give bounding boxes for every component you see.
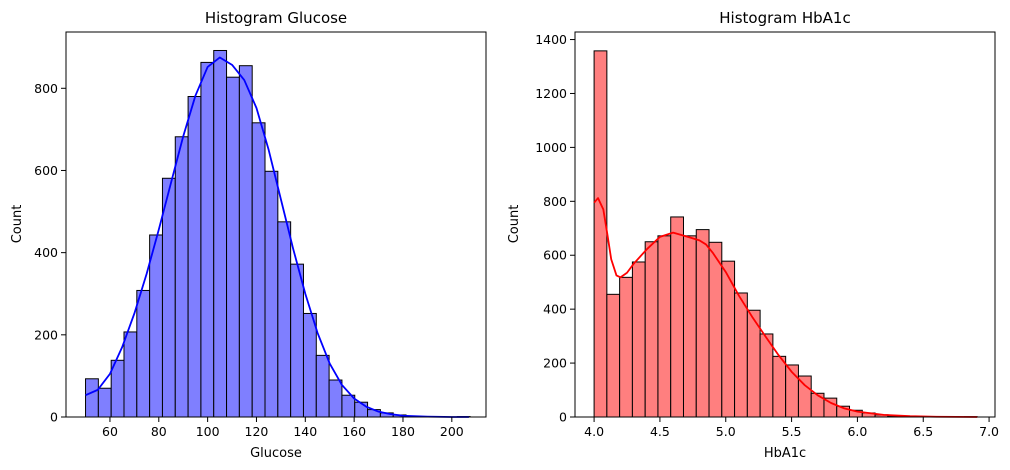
- y-tick-label: 200: [543, 356, 567, 371]
- histogram-bar: [213, 49, 228, 418]
- histogram-bar: [136, 289, 151, 418]
- histogram-bar: [670, 216, 684, 418]
- x-tick-label: 4.5: [650, 424, 670, 439]
- x-axis-label-hba1c: HbA1c: [764, 446, 806, 461]
- histogram-bar: [85, 378, 99, 418]
- histogram-bar: [149, 234, 163, 418]
- x-tick-label: 140: [293, 424, 317, 439]
- histogram-bar: [657, 235, 672, 418]
- chart-panel-hba1c: Histogram HbA1c 4.0 4.5 5.0 5.5 6.0 6.5 7.0 0 2…: [507, 9, 999, 461]
- x-tick-label: 4.0: [584, 424, 604, 439]
- histogram-bar: [161, 177, 176, 418]
- histogram-bar: [328, 379, 343, 418]
- x-tick-label: 180: [391, 424, 415, 439]
- histogram-bar: [606, 293, 621, 418]
- y-axis-label-glucose: Count: [10, 205, 25, 244]
- histogram-bar: [354, 401, 369, 418]
- histogram-bar: [238, 65, 253, 418]
- histogram-bar: [277, 221, 292, 418]
- y-tick-label: 600: [34, 163, 58, 178]
- histogram-bar: [695, 229, 710, 418]
- x-tick-label: 7.0: [979, 424, 999, 439]
- y-tick-label: 800: [543, 194, 567, 209]
- kde-line: [85, 56, 469, 418]
- y-axis-label-hba1c: Count: [507, 205, 522, 244]
- histogram-bar: [708, 241, 723, 418]
- x-tick-label: 200: [440, 424, 464, 439]
- histogram-bar: [682, 235, 697, 418]
- y-tick-label: 1400: [535, 32, 567, 47]
- x-tick-label: 120: [245, 424, 269, 439]
- histogram-bar: [315, 354, 330, 418]
- histogram-bar: [644, 241, 659, 418]
- histogram-bar: [187, 96, 202, 418]
- x-tick-label: 100: [196, 424, 220, 439]
- chart-panel-glucose: Histogram Glucose 60 80 100 120 140 160 180 200…: [10, 9, 487, 461]
- histogram-bar: [759, 333, 774, 418]
- x-tick-label: 6.0: [847, 424, 867, 439]
- y-tick-label: 200: [34, 327, 58, 342]
- x-tick-label: 80: [151, 424, 167, 439]
- x-axis-label-glucose: Glucose: [250, 446, 302, 461]
- plot-area-hba1c: [593, 50, 978, 418]
- plot-area-glucose: [85, 49, 471, 418]
- x-axis-glucose: 60 80 100 120 140 160 180 200: [102, 417, 464, 439]
- histogram-bar: [631, 261, 646, 418]
- y-tick-label: 0: [559, 410, 567, 425]
- y-tick-label: 400: [543, 302, 567, 317]
- y-axis-hba1c: 0 200 400 600 800 1000 1200 1400: [535, 32, 575, 425]
- histogram-bar: [290, 263, 304, 418]
- x-axis-hba1c: 4.0 4.5 5.0 5.5 6.0 6.5 7.0: [584, 417, 999, 439]
- y-tick-label: 0: [50, 410, 58, 425]
- kde-line: [593, 197, 978, 418]
- y-axis-glucose: 0 200 400 600 800: [34, 81, 66, 425]
- histogram-bar: [302, 312, 317, 418]
- y-tick-label: 800: [34, 81, 58, 96]
- x-tick-label: 5.5: [782, 424, 802, 439]
- x-tick-label: 160: [342, 424, 366, 439]
- histogram-bar: [251, 122, 266, 418]
- x-tick-label: 60: [102, 424, 118, 439]
- histogram-bar: [734, 292, 748, 418]
- histogram-bar: [619, 276, 633, 418]
- histogram-bar: [593, 50, 608, 418]
- axes-frame-hba1c: [574, 31, 996, 418]
- histogram-bar: [264, 170, 279, 418]
- histogram-bar: [226, 76, 240, 418]
- y-tick-label: 1200: [535, 86, 567, 101]
- axes-frame-glucose: [65, 31, 487, 418]
- histogram-bar: [97, 387, 112, 418]
- y-tick-label: 400: [34, 245, 58, 260]
- histogram-bar: [174, 136, 189, 418]
- histogram-bar: [797, 375, 812, 418]
- chart-title-hba1c: Histogram HbA1c: [719, 9, 850, 27]
- histogram-bar: [772, 355, 787, 418]
- histogram-bar: [200, 61, 215, 418]
- y-tick-label: 1000: [535, 140, 567, 155]
- y-tick-label: 600: [543, 248, 567, 263]
- x-tick-label: 6.5: [913, 424, 933, 439]
- x-tick-label: 5.0: [716, 424, 736, 439]
- histogram-bar: [341, 394, 356, 418]
- histogram-bar: [123, 331, 138, 418]
- chart-title-glucose: Histogram Glucose: [205, 9, 347, 27]
